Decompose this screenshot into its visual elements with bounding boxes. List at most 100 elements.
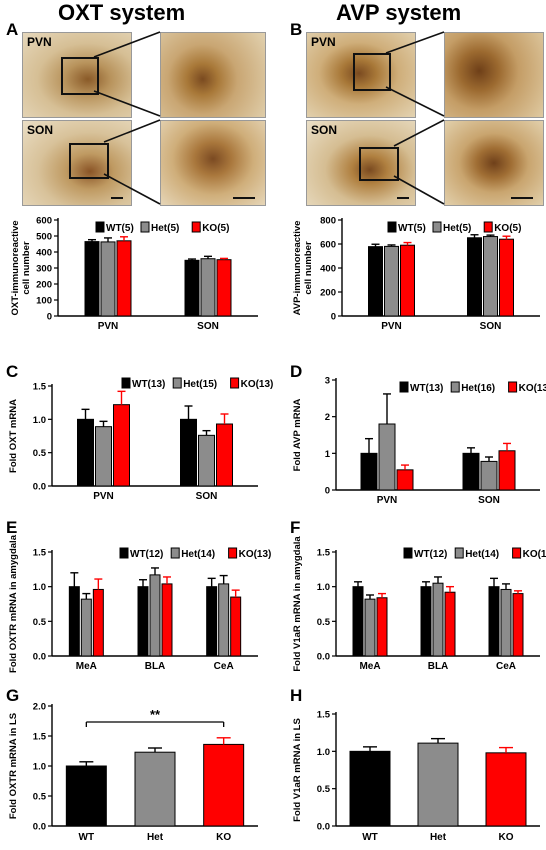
bar bbox=[92, 588, 104, 657]
legend-swatch bbox=[170, 547, 180, 559]
legend-label: KO(13) bbox=[519, 383, 546, 394]
x-tick-label: SON bbox=[196, 491, 218, 502]
legend-label: KO(13) bbox=[523, 549, 546, 560]
legend-label: KO(13) bbox=[241, 379, 274, 390]
legend-label: WT(13) bbox=[132, 379, 165, 390]
legend-swatch bbox=[121, 377, 131, 389]
bar bbox=[376, 597, 388, 657]
x-tick-label: WT bbox=[362, 832, 378, 843]
bar bbox=[467, 237, 482, 317]
chart-h-chart: 0.0 0.5 1.0 1.5 Fold V1aR mRNA in LS WT Het KO bbox=[292, 710, 540, 843]
y-tick-label: 3 bbox=[325, 376, 330, 387]
legend-label: Het(15) bbox=[183, 379, 217, 390]
x-tick-label: WT bbox=[79, 832, 95, 843]
x-tick-label: KO bbox=[216, 832, 231, 843]
y-tick-label: 0.5 bbox=[317, 617, 331, 628]
zoom-connector-line bbox=[93, 31, 161, 58]
bar bbox=[417, 742, 459, 827]
avp-system-title: AVP system bbox=[336, 0, 462, 25]
bar bbox=[396, 469, 414, 491]
micrograph-avp-son-zoom bbox=[444, 120, 544, 206]
zoom-box bbox=[61, 57, 99, 95]
bar bbox=[65, 765, 107, 827]
zoom-box bbox=[69, 143, 109, 179]
bar bbox=[432, 582, 444, 657]
x-tick-label: PVN bbox=[381, 321, 402, 332]
bar bbox=[488, 586, 500, 657]
bar bbox=[180, 418, 197, 487]
micrograph-label-son: SON bbox=[311, 123, 338, 137]
bar bbox=[230, 596, 242, 657]
legend-swatch bbox=[140, 221, 150, 233]
chart-a-chart: 0 100 200 300 400 500 600 OXT-immunoreactive cel… bbox=[10, 216, 258, 332]
panel-label-h: H bbox=[290, 686, 303, 705]
bar bbox=[68, 586, 80, 657]
legend-label: Het(14) bbox=[181, 549, 215, 560]
y-tick-label: 0.5 bbox=[33, 617, 47, 628]
legend-label: Het(16) bbox=[461, 383, 495, 394]
legend-swatch bbox=[512, 547, 522, 559]
scale-bar bbox=[111, 197, 123, 199]
y-tick-label: 2.0 bbox=[33, 702, 46, 713]
legend-swatch bbox=[432, 221, 442, 233]
y-axis-label: Fold AVP mRNA bbox=[292, 399, 303, 472]
bar bbox=[462, 452, 480, 491]
chart-d-chart: 0 1 2 3 Fold AVP mRNA PVN SON WT(13) Het(16) KO(1… bbox=[292, 376, 546, 507]
legend-label: WT(12) bbox=[414, 549, 447, 560]
y-tick-label: 0.5 bbox=[317, 784, 331, 795]
bar bbox=[480, 460, 498, 491]
bar bbox=[134, 751, 176, 827]
bar bbox=[216, 259, 232, 317]
legend-swatch bbox=[508, 381, 518, 393]
x-tick-label: PVN bbox=[93, 491, 114, 502]
y-tick-label: 500 bbox=[36, 232, 52, 243]
micrograph-label-pvn: PVN bbox=[311, 35, 336, 49]
panel-label-b: B bbox=[290, 20, 303, 39]
y-tick-label: 400 bbox=[320, 264, 336, 275]
zoom-box bbox=[353, 53, 391, 91]
legend-label: WT(13) bbox=[410, 383, 443, 394]
y-tick-label: 0.5 bbox=[33, 792, 47, 803]
micrograph-oxt-son-zoom bbox=[160, 120, 266, 206]
y-axis-label: Fold V1aR mRNA in LS bbox=[292, 718, 303, 822]
legend-label: WT(12) bbox=[130, 549, 163, 560]
y-tick-label: 100 bbox=[36, 296, 52, 307]
y-axis-label: Fold OXTR mRNA in amygdala bbox=[8, 534, 19, 673]
y-tick-label: 300 bbox=[36, 264, 52, 275]
legend-swatch bbox=[172, 377, 182, 389]
bar bbox=[500, 588, 512, 657]
micrograph-avp-pvn-zoom bbox=[444, 32, 544, 118]
bar bbox=[200, 258, 216, 317]
x-tick-label: BLA bbox=[145, 661, 166, 672]
bar bbox=[206, 586, 218, 657]
bar bbox=[216, 423, 233, 487]
bar bbox=[77, 418, 94, 487]
y-tick-label: 0 bbox=[47, 312, 52, 323]
bar bbox=[360, 452, 378, 491]
bar bbox=[485, 752, 527, 827]
panel-label-a: A bbox=[6, 20, 19, 39]
bar bbox=[84, 241, 100, 317]
bar bbox=[218, 583, 230, 657]
bar bbox=[499, 238, 514, 317]
zoom-connectors bbox=[93, 31, 445, 205]
legend-swatch bbox=[228, 547, 238, 559]
legend-swatch bbox=[191, 221, 201, 233]
y-tick-label: 600 bbox=[36, 216, 52, 227]
bar bbox=[349, 750, 391, 827]
x-tick-label: MeA bbox=[359, 661, 380, 672]
y-tick-label: 200 bbox=[320, 288, 336, 299]
y-axis-label: Fold OXTR mRNA in LS bbox=[8, 713, 19, 819]
bar bbox=[378, 423, 396, 491]
chart-e-chart: 0.0 0.5 1.0 1.5 Fold OXTR mRNA in amygdala Me… bbox=[8, 534, 271, 673]
zoom-connector-line bbox=[393, 175, 445, 205]
y-tick-label: 1.0 bbox=[317, 747, 330, 758]
micrograph-oxt-pvn-zoom bbox=[160, 32, 266, 118]
legend-swatch bbox=[403, 547, 413, 559]
bar bbox=[161, 583, 173, 657]
zoom-connector-line bbox=[103, 173, 161, 205]
legend-label: KO(5) bbox=[202, 223, 229, 234]
y-tick-label: 2 bbox=[325, 412, 330, 423]
legend-swatch bbox=[119, 547, 129, 559]
